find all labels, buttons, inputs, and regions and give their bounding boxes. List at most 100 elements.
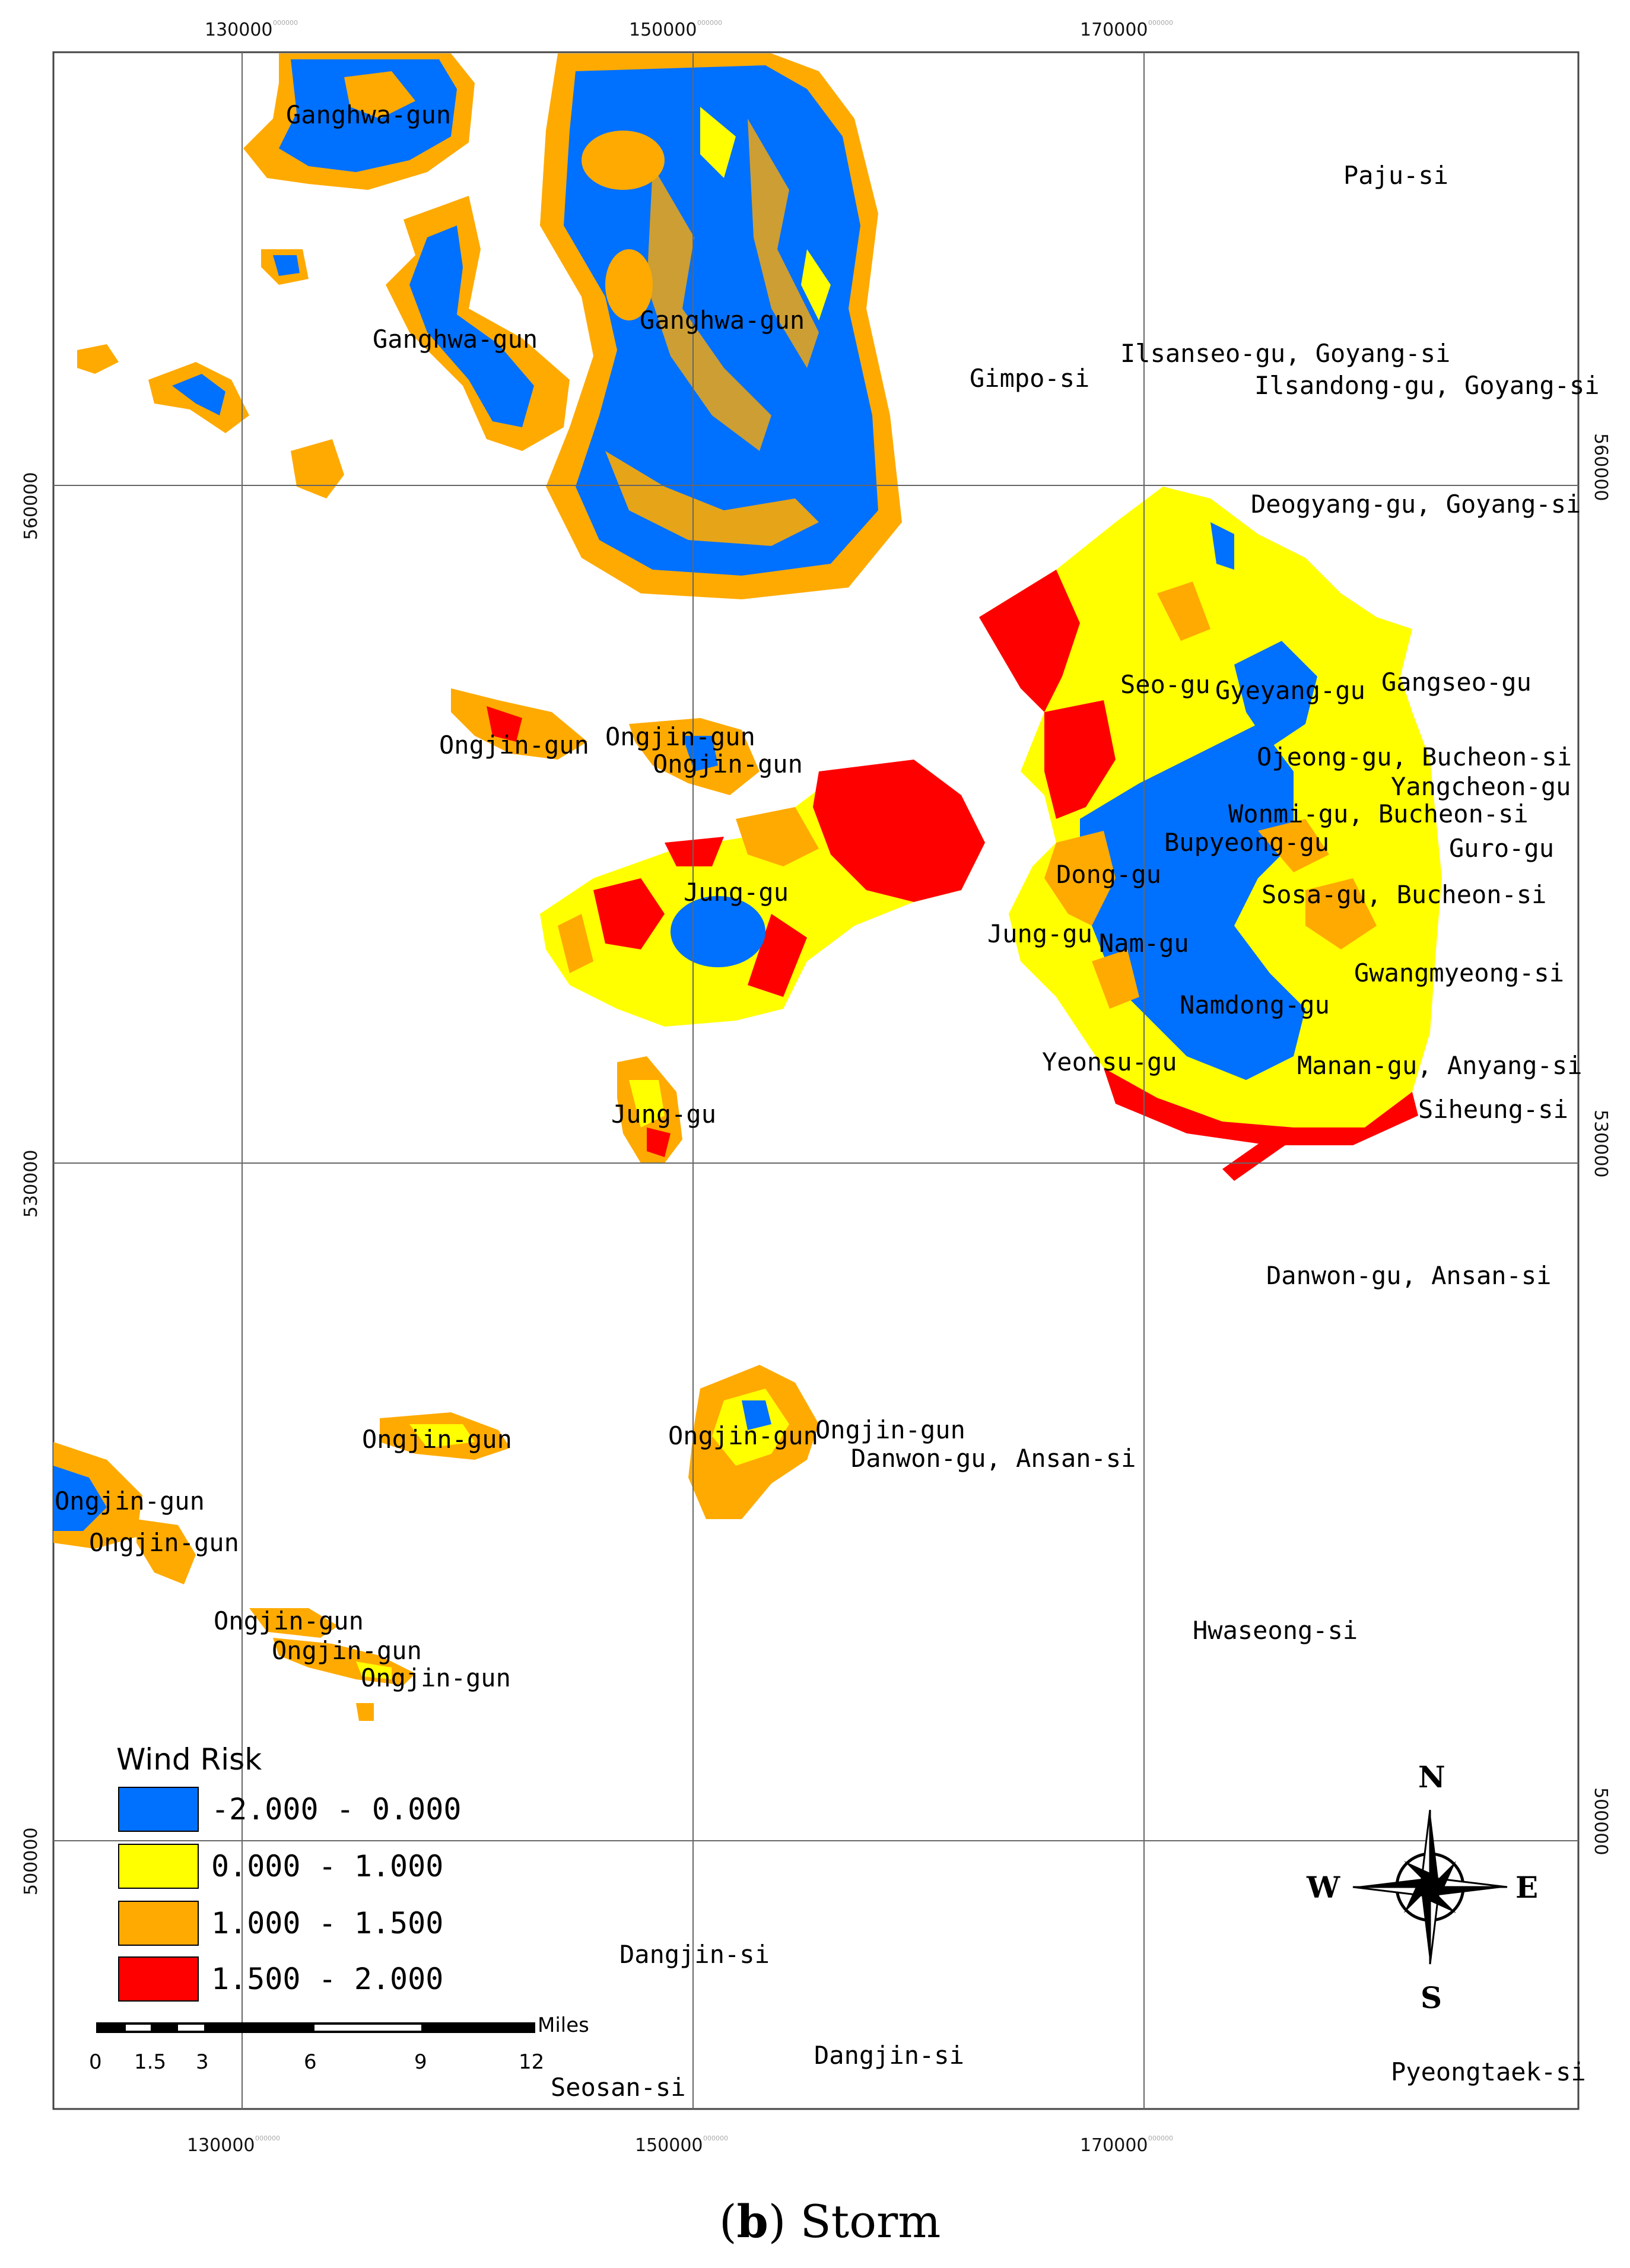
label-pyeongtaek: Pyeongtaek-si: [1391, 2057, 1586, 2086]
legend-swatch-1: [118, 1787, 199, 1832]
label-ongjin-6: Ongjin-gun: [815, 1415, 965, 1444]
label-hwaseong: Hwaseong-si: [1193, 1616, 1358, 1645]
scale-unit: Miles: [538, 2013, 589, 2037]
label-danwon-1: Danwon-gu, Ansan-si: [1266, 1261, 1551, 1290]
caption-letter: b: [737, 2195, 768, 2248]
x-tick-top-2: 150000: [629, 20, 697, 40]
islands-south: [53, 1365, 819, 1721]
label-deogyang: Deogyang-gu, Goyang-si: [1251, 490, 1581, 519]
label-ongjin-10: Ongjin-gun: [272, 1636, 422, 1665]
label-siheung: Siheung-si: [1418, 1095, 1568, 1124]
label-dangjin-2: Dangjin-si: [814, 2041, 964, 2070]
label-ongjin-3: Ongjin-gun: [653, 749, 803, 779]
legend-title: Wind Risk: [116, 1742, 262, 1777]
legend-swatch-4: [118, 1956, 199, 2002]
label-ongjin-7: Ongjin-gun: [55, 1486, 205, 1516]
caption-rest: ) Storm: [768, 2195, 941, 2248]
land-masses: [53, 53, 1442, 1721]
tick-suffix: 000000: [1148, 2134, 1173, 2142]
island-ganghwa: [540, 53, 902, 599]
label-seosan: Seosan-si: [551, 2073, 686, 2102]
label-ganghwa-3: Ganghwa-gun: [640, 306, 805, 335]
x-tick-bottom-1: 130000: [187, 2135, 255, 2156]
label-dong: Dong-gu: [1056, 860, 1161, 889]
label-wonmi: Wonmi-gu, Bucheon-si: [1228, 799, 1529, 828]
tick-suffix: 000000: [273, 19, 298, 27]
axis-ticks: 130000 150000 170000 130000 150000 17000…: [21, 19, 1611, 2156]
label-yangcheon: Yangcheon-gu: [1391, 772, 1571, 801]
label-ganghwa-1: Ganghwa-gun: [286, 100, 451, 129]
y-tick-right-1: 560000: [1590, 433, 1611, 501]
label-paju: Paju-si: [1343, 161, 1448, 190]
label-manan: Manan-gu, Anyang-si: [1297, 1051, 1582, 1080]
compass-icon: [1352, 1809, 1508, 1965]
caption-open: (: [719, 2195, 737, 2248]
tick-suffix: 000000: [255, 2134, 280, 2142]
x-tick-top-3: 170000: [1080, 20, 1148, 40]
label-bupyeong: Bupyeong-gu: [1164, 828, 1329, 857]
legend-swatch-2: [118, 1844, 199, 1889]
label-yeonsu: Yeonsu-gu: [1042, 1047, 1177, 1076]
tick-suffix: 000000: [703, 2134, 728, 2142]
label-danwon-2: Danwon-gu, Ansan-si: [851, 1444, 1136, 1473]
graticule: [53, 52, 1578, 2109]
island-yeongjong: [540, 760, 985, 1027]
label-guro: Guro-gu: [1449, 834, 1554, 863]
island-seokmo: [386, 196, 570, 451]
y-tick-left-3: 500000: [21, 1827, 42, 1895]
scale-label-0: 0: [89, 2050, 102, 2074]
label-gyeyang: Gyeyang-gu: [1215, 676, 1365, 705]
label-gwangmyeong: Gwangmyeong-si: [1354, 958, 1564, 987]
islets-central: [451, 688, 760, 1163]
label-gangseo: Gangseo-gu: [1381, 668, 1531, 697]
compass-s: S: [1421, 1980, 1442, 2015]
legend-swatch-3: [118, 1901, 199, 1946]
x-tick-top-1: 130000: [205, 20, 273, 40]
legend-label-3: 1.000 - 1.500: [211, 1906, 443, 1940]
y-tick-left-2: 530000: [21, 1149, 42, 1218]
y-tick-right-2: 530000: [1590, 1110, 1611, 1178]
label-gimpo: Gimpo-si: [970, 364, 1089, 393]
compass-e: E: [1515, 1870, 1538, 1905]
label-ongjin-5: Ongjin-gun: [668, 1421, 818, 1450]
label-ongjin-11: Ongjin-gun: [361, 1663, 511, 1692]
label-ilsanseo: Ilsanseo-gu, Goyang-si: [1120, 339, 1450, 368]
compass-n: N: [1418, 1759, 1445, 1794]
compass-rose: N S E W: [1306, 1759, 1538, 2015]
legend-label-4: 1.500 - 2.000: [211, 1962, 443, 1996]
label-ojeong: Ojeong-gu, Bucheon-si: [1257, 742, 1572, 771]
scale-label-5: 12: [519, 2050, 544, 2074]
label-ganghwa-2: Ganghwa-gun: [373, 325, 538, 354]
label-sosa: Sosa-gu, Bucheon-si: [1262, 880, 1546, 909]
legend-label-1: -2.000 - 0.000: [211, 1792, 461, 1827]
y-tick-left-1: 560000: [21, 472, 42, 540]
label-nam: Nam-gu: [1099, 929, 1189, 958]
place-labels: Ganghwa-gun Ganghwa-gun Ganghwa-gun Paju…: [55, 100, 1600, 2102]
tick-suffix: 000000: [1148, 19, 1173, 27]
tick-suffix: 000000: [697, 19, 722, 27]
label-ongjin-2: Ongjin-gun: [605, 722, 755, 751]
mainland-incheon: [979, 487, 1442, 1181]
label-ongjin-8: Ongjin-gun: [89, 1528, 239, 1557]
label-dangjin-1: Dangjin-si: [619, 1940, 770, 1969]
islets-northwest: [77, 249, 344, 498]
scale-bar: Miles 0 1.5 3 6 9 12: [89, 2013, 589, 2074]
label-namdong: Namdong-gu: [1180, 990, 1330, 1019]
scale-label-1: 1.5: [134, 2050, 166, 2074]
figure-caption: (b) Storm: [719, 2195, 940, 2248]
label-jung-muui: Jung-gu: [611, 1100, 716, 1129]
label-ilsandong: Ilsandong-gu, Goyang-si: [1254, 371, 1600, 400]
label-seo: Seo-gu: [1120, 670, 1210, 699]
label-ongjin-1: Ongjin-gun: [439, 730, 589, 760]
legend-label-2: 0.000 - 1.000: [211, 1849, 443, 1883]
island-gyodong: [243, 53, 475, 190]
label-ongjin-9: Ongjin-gun: [214, 1606, 364, 1635]
label-ongjin-4: Ongjin-gun: [362, 1425, 512, 1454]
scale-label-3: 6: [304, 2050, 317, 2074]
legend: Wind Risk -2.000 - 0.000 0.000 - 1.000 1…: [116, 1742, 461, 2002]
label-jung-yeongjong: Jung-gu: [684, 878, 789, 907]
label-jung-incheon: Jung-gu: [987, 919, 1092, 948]
x-tick-bottom-3: 170000: [1080, 2135, 1148, 2156]
scale-label-4: 9: [414, 2050, 427, 2074]
